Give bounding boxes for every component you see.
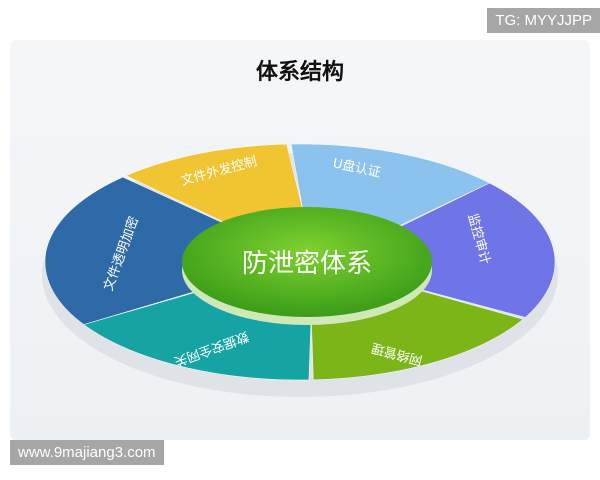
watermark-bottom-left: www.9majiang3.com bbox=[10, 440, 164, 465]
center-disc bbox=[182, 207, 432, 317]
diagram-title: 体系结构 bbox=[255, 60, 344, 85]
watermark-top-right: TG: MYYJJPP bbox=[487, 8, 600, 33]
center-label: 防泄密体系 bbox=[242, 249, 372, 279]
